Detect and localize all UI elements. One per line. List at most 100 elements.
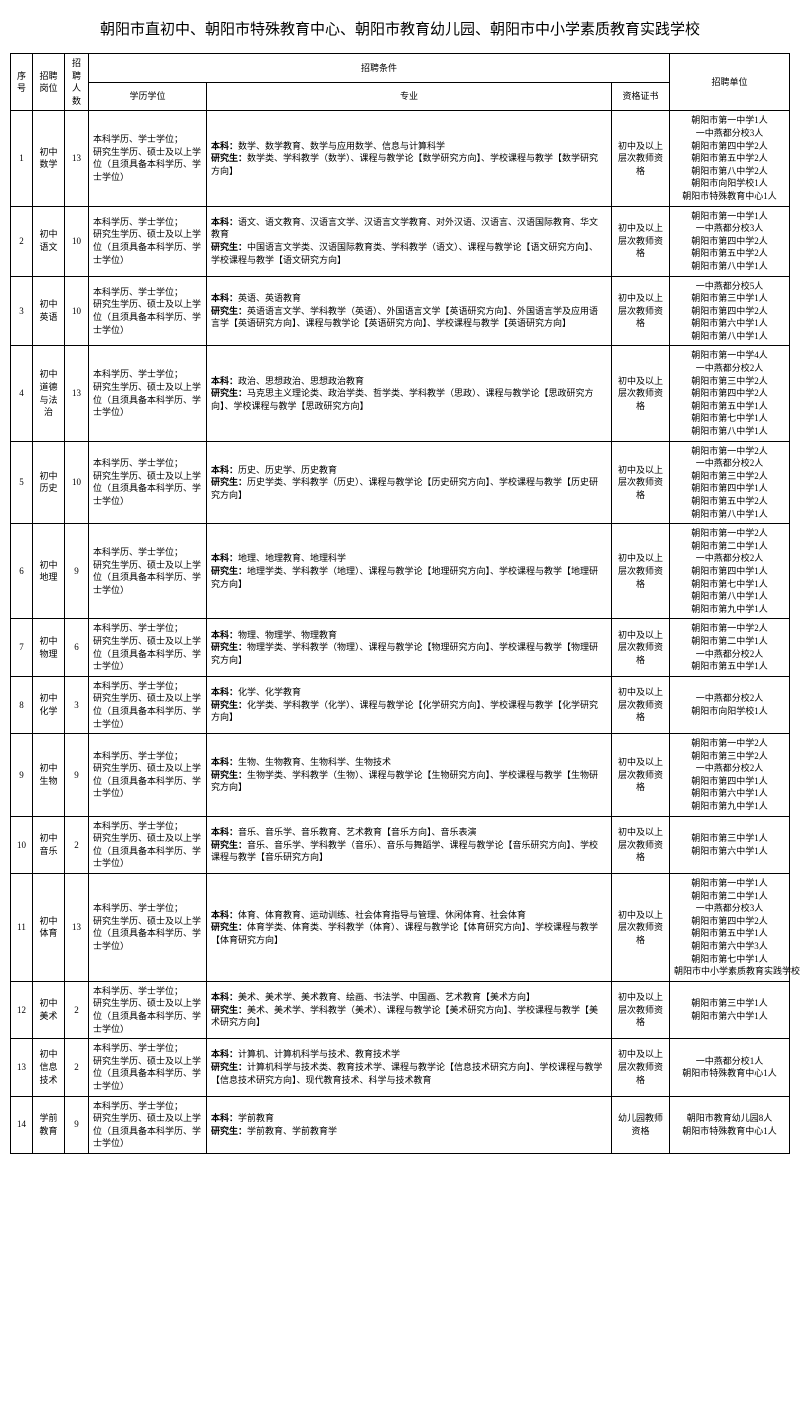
cell-count: 2: [65, 981, 89, 1038]
cell-count: 9: [65, 1096, 89, 1153]
cell-major: 本科：政治、思想政治、思想政治教育研究生：马克思主义理论类、政治学类、哲学类、学…: [207, 346, 612, 441]
cell-education: 本科学历、学士学位；研究生学历、硕士及以上学位（且须具备本科学历、学士学位）: [89, 1096, 207, 1153]
cell-major: 本科：英语、英语教育研究生：英语语言文学、学科教学（英语）、外国语言文学【英语研…: [207, 276, 612, 346]
th-position: 招聘岗位: [33, 54, 65, 111]
cell-seq: 12: [11, 981, 33, 1038]
cell-education: 本科学历、学士学位；研究生学历、硕士及以上学位（且须具备本科学历、学士学位）: [89, 524, 207, 619]
cell-education: 本科学历、学士学位；研究生学历、硕士及以上学位（且须具备本科学历、学士学位）: [89, 874, 207, 982]
cell-major: 本科：化学、化学教育研究生：化学类、学科教学（化学）、课程与教学论【化学研究方向…: [207, 676, 612, 733]
table-row: 12初中美术2本科学历、学士学位；研究生学历、硕士及以上学位（且须具备本科学历、…: [11, 981, 790, 1038]
recruitment-table: 序号 招聘岗位 招聘人数 招聘条件 招聘单位 学历学位 专业 资格证书 1初中数…: [10, 53, 790, 1154]
page-title: 朝阳市直初中、朝阳市特殊教育中心、朝阳市教育幼儿园、朝阳市中小学素质教育实践学校: [10, 18, 790, 39]
cell-cert: 初中及以上层次教师资格: [611, 276, 669, 346]
cell-education: 本科学历、学士学位；研究生学历、硕士及以上学位（且须具备本科学历、学士学位）: [89, 619, 207, 676]
cell-position: 初中体育: [33, 874, 65, 982]
th-cert: 资格证书: [611, 82, 669, 111]
cell-seq: 6: [11, 524, 33, 619]
cell-education: 本科学历、学士学位；研究生学历、硕士及以上学位（且须具备本科学历、学士学位）: [89, 676, 207, 733]
cell-units: 朝阳市第一中学2人朝阳市第三中学2人一中燕都分校2人朝阳市第四中学1人朝阳市第六…: [670, 734, 790, 817]
cell-position: 初中生物: [33, 734, 65, 817]
table-row: 9初中生物9本科学历、学士学位；研究生学历、硕士及以上学位（且须具备本科学历、学…: [11, 734, 790, 817]
table-row: 3初中英语10本科学历、学士学位；研究生学历、硕士及以上学位（且须具备本科学历、…: [11, 276, 790, 346]
cell-units: 朝阳市教育幼儿园8人朝阳市特殊教育中心1人: [670, 1096, 790, 1153]
cell-seq: 4: [11, 346, 33, 441]
cell-major: 本科：体育、体育教育、运动训练、社会体育指导与管理、休闲体育、社会体育研究生：体…: [207, 874, 612, 982]
table-row: 8初中化学3本科学历、学士学位；研究生学历、硕士及以上学位（且须具备本科学历、学…: [11, 676, 790, 733]
cell-seq: 3: [11, 276, 33, 346]
cell-education: 本科学历、学士学位；研究生学历、硕士及以上学位（且须具备本科学历、学士学位）: [89, 206, 207, 276]
cell-education: 本科学历、学士学位；研究生学历、硕士及以上学位（且须具备本科学历、学士学位）: [89, 981, 207, 1038]
cell-major: 本科：历史、历史学、历史教育研究生：历史学类、学科教学（历史）、课程与教学论【历…: [207, 441, 612, 524]
cell-cert: 初中及以上层次教师资格: [611, 1039, 669, 1096]
table-row: 6初中地理9本科学历、学士学位；研究生学历、硕士及以上学位（且须具备本科学历、学…: [11, 524, 790, 619]
cell-cert: 初中及以上层次教师资格: [611, 676, 669, 733]
table-row: 4初中道德与法治13本科学历、学士学位；研究生学历、硕士及以上学位（且须具备本科…: [11, 346, 790, 441]
cell-cert: 幼儿园教师资格: [611, 1096, 669, 1153]
cell-units: 朝阳市第一中学2人朝阳市第二中学1人一中燕都分校2人朝阳市第四中学1人朝阳市第七…: [670, 524, 790, 619]
cell-position: 初中信息技术: [33, 1039, 65, 1096]
cell-units: 朝阳市第三中学1人朝阳市第六中学1人: [670, 981, 790, 1038]
cell-major: 本科：计算机、计算机科学与技术、教育技术学研究生：计算机科学与技术类、教育技术学…: [207, 1039, 612, 1096]
cell-units: 一中燕都分校2人朝阳市向阳学校1人: [670, 676, 790, 733]
cell-cert: 初中及以上层次教师资格: [611, 441, 669, 524]
cell-count: 10: [65, 441, 89, 524]
cell-seq: 14: [11, 1096, 33, 1153]
cell-position: 初中历史: [33, 441, 65, 524]
cell-position: 初中音乐: [33, 816, 65, 873]
cell-major: 本科：物理、物理学、物理教育研究生：物理学类、学科教学（物理）、课程与教学论【物…: [207, 619, 612, 676]
cell-count: 2: [65, 816, 89, 873]
cell-major: 本科：美术、美术学、美术教育、绘画、书法学、中国画、艺术教育【美术方向】研究生：…: [207, 981, 612, 1038]
cell-seq: 10: [11, 816, 33, 873]
table-row: 14学前教育9本科学历、学士学位；研究生学历、硕士及以上学位（且须具备本科学历、…: [11, 1096, 790, 1153]
th-count: 招聘人数: [65, 54, 89, 111]
cell-position: 初中美术: [33, 981, 65, 1038]
cell-position: 初中语文: [33, 206, 65, 276]
cell-position: 初中物理: [33, 619, 65, 676]
cell-count: 10: [65, 276, 89, 346]
cell-units: 朝阳市第一中学1人一中燕都分校3人朝阳市第四中学2人朝阳市第五中学2人朝阳市第八…: [670, 111, 790, 206]
cell-cert: 初中及以上层次教师资格: [611, 874, 669, 982]
cell-education: 本科学历、学士学位；研究生学历、硕士及以上学位（且须具备本科学历、学士学位）: [89, 816, 207, 873]
cell-education: 本科学历、学士学位；研究生学历、硕士及以上学位（且须具备本科学历、学士学位）: [89, 441, 207, 524]
cell-cert: 初中及以上层次教师资格: [611, 816, 669, 873]
cell-units: 朝阳市第三中学1人朝阳市第六中学1人: [670, 816, 790, 873]
cell-position: 初中英语: [33, 276, 65, 346]
cell-position: 初中数学: [33, 111, 65, 206]
th-conditions: 招聘条件: [89, 54, 670, 83]
cell-cert: 初中及以上层次教师资格: [611, 206, 669, 276]
table-row: 1初中数学13本科学历、学士学位；研究生学历、硕士及以上学位（且须具备本科学历、…: [11, 111, 790, 206]
cell-count: 13: [65, 111, 89, 206]
table-row: 2初中语文10本科学历、学士学位；研究生学历、硕士及以上学位（且须具备本科学历、…: [11, 206, 790, 276]
table-row: 5初中历史10本科学历、学士学位；研究生学历、硕士及以上学位（且须具备本科学历、…: [11, 441, 790, 524]
table-row: 13初中信息技术2本科学历、学士学位；研究生学历、硕士及以上学位（且须具备本科学…: [11, 1039, 790, 1096]
cell-cert: 初中及以上层次教师资格: [611, 981, 669, 1038]
cell-units: 朝阳市第一中学1人一中燕都分校3人朝阳市第四中学2人朝阳市第五中学2人朝阳市第八…: [670, 206, 790, 276]
cell-count: 13: [65, 874, 89, 982]
th-unit: 招聘单位: [670, 54, 790, 111]
cell-units: 朝阳市第一中学1人朝阳市第二中学1人一中燕都分校3人朝阳市第四中学2人朝阳市第五…: [670, 874, 790, 982]
cell-count: 9: [65, 734, 89, 817]
cell-seq: 7: [11, 619, 33, 676]
cell-seq: 1: [11, 111, 33, 206]
cell-count: 3: [65, 676, 89, 733]
cell-education: 本科学历、学士学位；研究生学历、硕士及以上学位（且须具备本科学历、学士学位）: [89, 276, 207, 346]
cell-units: 朝阳市第一中学2人朝阳市第二中学1人一中燕都分校2人朝阳市第五中学1人: [670, 619, 790, 676]
cell-count: 6: [65, 619, 89, 676]
cell-seq: 13: [11, 1039, 33, 1096]
cell-cert: 初中及以上层次教师资格: [611, 619, 669, 676]
cell-major: 本科：生物、生物教育、生物科学、生物技术研究生：生物学类、学科教学（生物）、课程…: [207, 734, 612, 817]
cell-education: 本科学历、学士学位；研究生学历、硕士及以上学位（且须具备本科学历、学士学位）: [89, 1039, 207, 1096]
th-seq: 序号: [11, 54, 33, 111]
cell-education: 本科学历、学士学位；研究生学历、硕士及以上学位（且须具备本科学历、学士学位）: [89, 111, 207, 206]
cell-major: 本科：地理、地理教育、地理科学研究生：地理学类、学科教学（地理）、课程与教学论【…: [207, 524, 612, 619]
cell-seq: 9: [11, 734, 33, 817]
th-major: 专业: [207, 82, 612, 111]
table-row: 11初中体育13本科学历、学士学位；研究生学历、硕士及以上学位（且须具备本科学历…: [11, 874, 790, 982]
cell-cert: 初中及以上层次教师资格: [611, 524, 669, 619]
cell-units: 朝阳市第一中学4人一中燕都分校2人朝阳市第三中学2人朝阳市第四中学2人朝阳市第五…: [670, 346, 790, 441]
cell-position: 初中化学: [33, 676, 65, 733]
cell-count: 13: [65, 346, 89, 441]
cell-position: 学前教育: [33, 1096, 65, 1153]
cell-units: 一中燕都分校1人朝阳市特殊教育中心1人: [670, 1039, 790, 1096]
table-row: 7初中物理6本科学历、学士学位；研究生学历、硕士及以上学位（且须具备本科学历、学…: [11, 619, 790, 676]
